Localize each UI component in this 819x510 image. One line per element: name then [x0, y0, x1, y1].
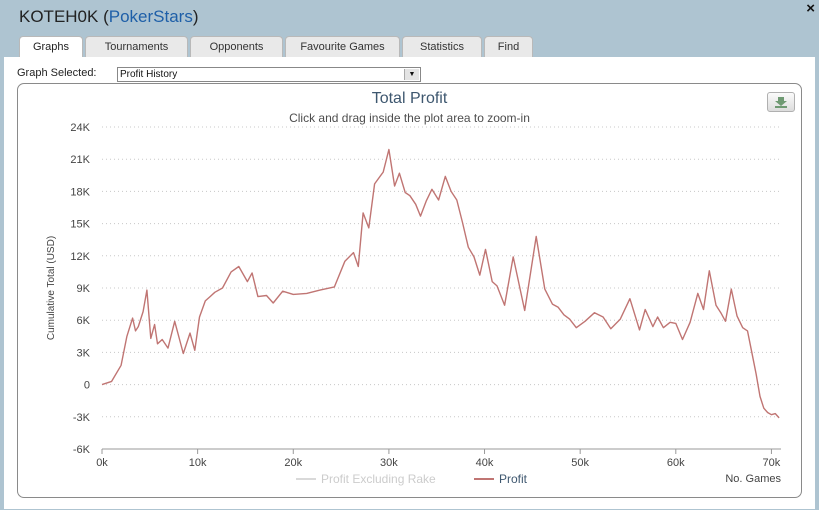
y-tick-label: 0 [84, 380, 90, 392]
title-close-paren: ) [192, 7, 199, 26]
y-tick-label: 6K [77, 315, 91, 327]
y-tick-label: 24K [70, 122, 90, 134]
graph-select[interactable]: Profit History ▼ [117, 67, 421, 82]
tab-favourite-games[interactable]: Favourite Games [285, 36, 400, 57]
profit-series-line [101, 148, 780, 419]
window-title: KOTEH0K (PokerStars) [19, 7, 199, 27]
x-tick-label: 0k [96, 457, 108, 469]
graph-selected-label: Graph Selected: [17, 67, 97, 79]
graphs-panel: Graph Selected: Profit History ▼ Total P… [4, 57, 815, 509]
window-header: KOTEH0K (PokerStars) × [0, 0, 819, 36]
x-tick-label: 40k [476, 457, 494, 469]
y-axis-title: Cumulative Total (USD) [46, 236, 57, 340]
y-tick-label: -3K [73, 412, 91, 424]
chart-container[interactable]: Total Profit Click and drag inside the p… [17, 83, 802, 498]
tab-graphs[interactable]: Graphs [19, 36, 83, 58]
tab-tournaments[interactable]: Tournaments [85, 36, 188, 57]
legend-label-excl-rake: Profit Excluding Rake [321, 472, 436, 486]
export-button[interactable] [767, 92, 795, 112]
tab-find[interactable]: Find [484, 36, 533, 57]
chevron-down-icon[interactable]: ▼ [404, 69, 419, 80]
graph-select-value: Profit History [120, 69, 178, 80]
x-tick-label: 10k [189, 457, 207, 469]
x-tick-label: 60k [667, 457, 685, 469]
close-icon[interactable]: × [806, 0, 815, 17]
chart-title: Total Profit [371, 90, 448, 107]
tab-opponents[interactable]: Opponents [190, 36, 283, 57]
y-tick-label: 9K [77, 283, 91, 295]
profit-chart[interactable]: -6K -3K 0 3K 6K 9K 12K 15K 18K 21K 24K 0k 10k 20k 30k 4… [18, 84, 801, 497]
y-tick-label: 15K [70, 219, 90, 231]
player-name: KOTEH0K [19, 7, 99, 26]
x-tick-label: 50k [571, 457, 589, 469]
y-tick-label: 3K [77, 347, 91, 359]
tab-statistics[interactable]: Statistics [402, 36, 482, 57]
legend-label-profit: Profit [499, 472, 528, 486]
x-tick-label: 70k [763, 457, 781, 469]
site-link[interactable]: PokerStars [108, 7, 193, 26]
x-tick-label: 20k [284, 457, 302, 469]
download-icon [775, 97, 787, 108]
y-tick-label: 21K [70, 154, 90, 166]
chart-subtitle: Click and drag inside the plot area to z… [289, 111, 530, 125]
y-tick-label: 12K [70, 251, 90, 263]
y-tick-label: -6K [73, 444, 91, 456]
title-open-paren: ( [98, 7, 109, 26]
y-tick-label: 18K [70, 186, 90, 198]
x-axis-title: No. Games [725, 473, 781, 485]
x-tick-label: 30k [380, 457, 398, 469]
